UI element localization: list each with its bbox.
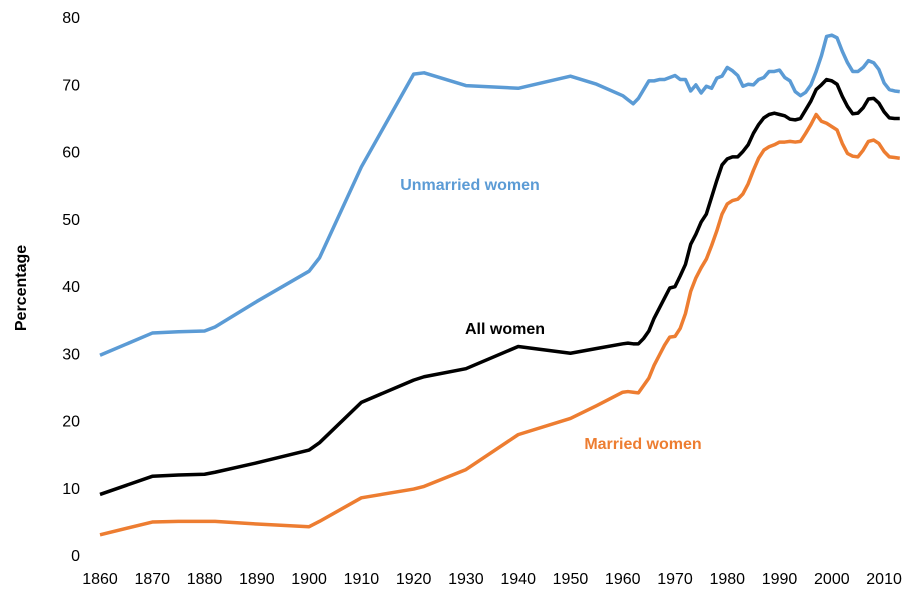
- series-label: Married women: [584, 436, 701, 453]
- y-tick-label: 60: [62, 145, 80, 162]
- y-tick-label: 50: [62, 212, 80, 229]
- x-tick-label: 1910: [344, 571, 380, 588]
- y-tick-label: 30: [62, 346, 80, 363]
- x-tick-label: 1970: [657, 571, 693, 588]
- y-axis-label: Percentage: [13, 245, 30, 331]
- x-tick-label: 2010: [866, 571, 902, 588]
- y-tick-label: 70: [62, 77, 80, 94]
- x-tick-label: 2000: [814, 571, 850, 588]
- x-tick-label: 1880: [187, 571, 223, 588]
- x-tick-label: 1890: [239, 571, 275, 588]
- x-tick-label: 1960: [605, 571, 641, 588]
- series-line: [99, 112, 900, 537]
- x-tick-label: 1980: [709, 571, 745, 588]
- x-tick-label: 1940: [500, 571, 536, 588]
- series-label: All women: [465, 321, 545, 338]
- series-line: [99, 77, 900, 497]
- x-tick-label: 1900: [291, 571, 327, 588]
- x-tick-label: 1930: [448, 571, 484, 588]
- y-tick-label: 20: [62, 414, 80, 431]
- x-tick-label: 1990: [762, 571, 798, 588]
- x-tick-label: 1920: [396, 571, 432, 588]
- series-line: [99, 33, 900, 357]
- y-tick-label: 10: [62, 481, 80, 498]
- x-tick-label: 1870: [134, 571, 170, 588]
- y-tick-label: 40: [62, 279, 80, 296]
- y-tick-label: 80: [62, 10, 80, 27]
- y-tick-label: 0: [71, 548, 80, 565]
- series-label: Unmarried women: [400, 177, 540, 194]
- x-tick-label: 1860: [82, 571, 118, 588]
- x-tick-label: 1950: [553, 571, 589, 588]
